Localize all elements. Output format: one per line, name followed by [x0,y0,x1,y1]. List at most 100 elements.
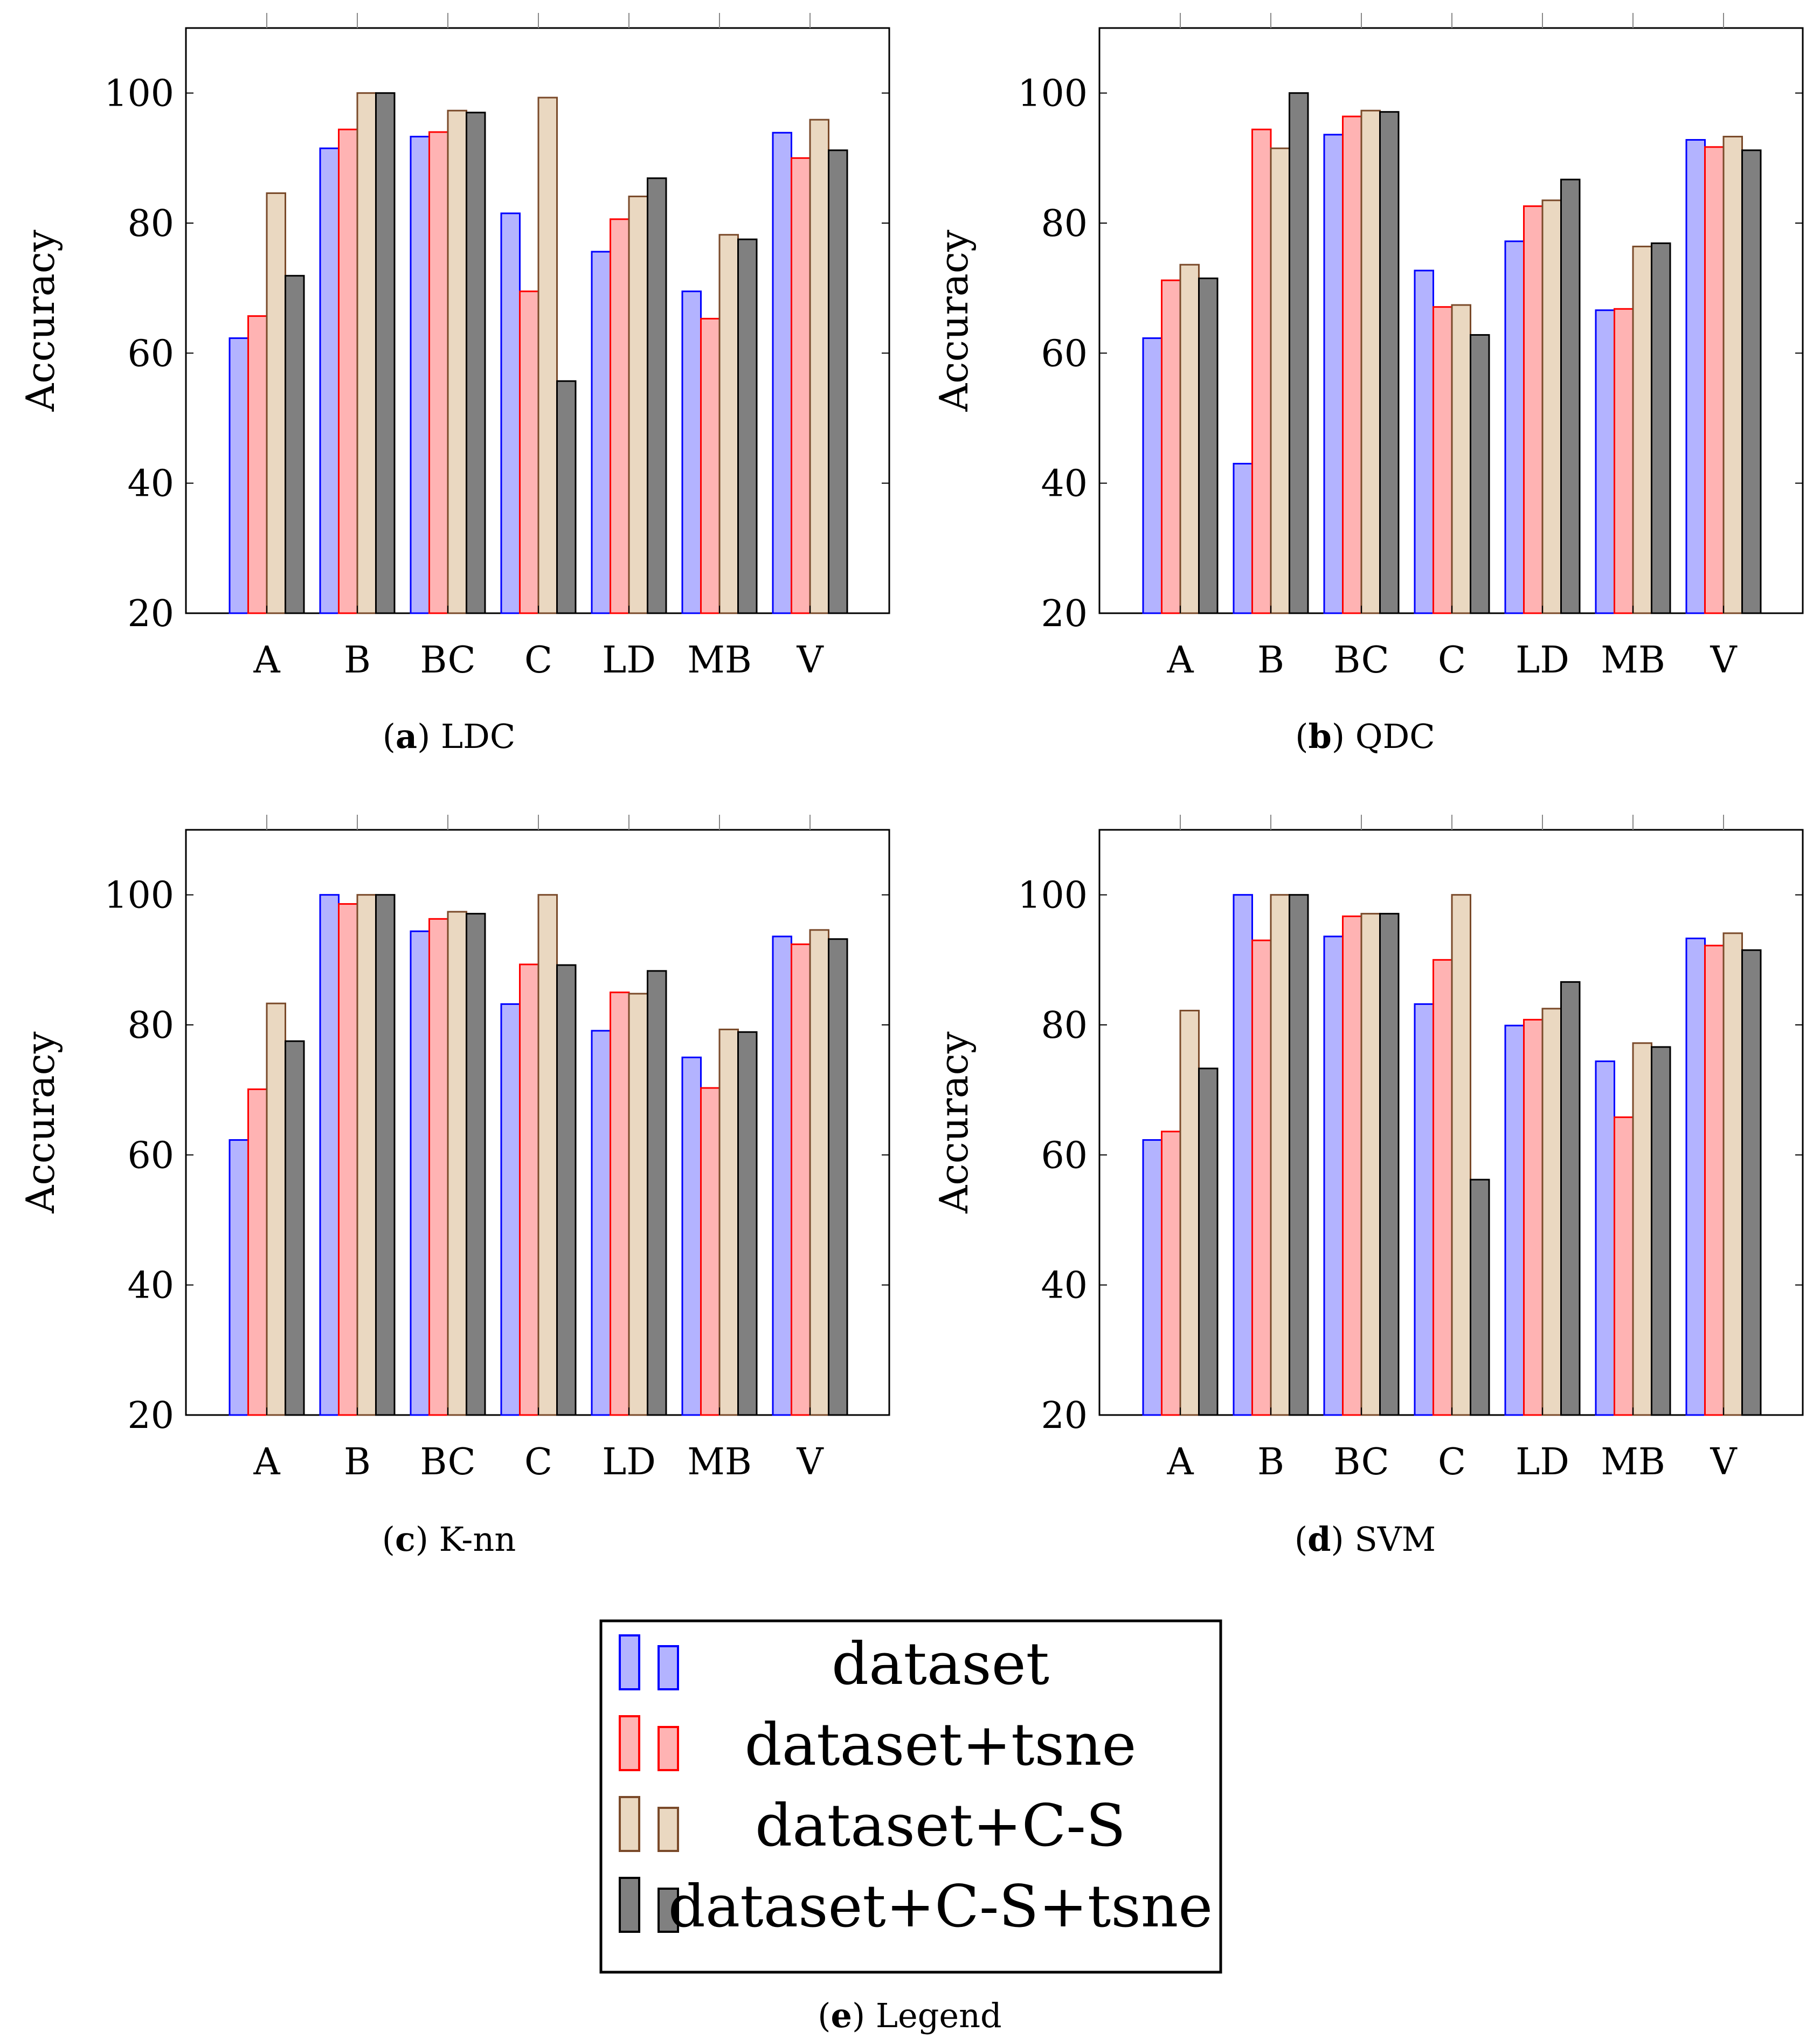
bar-dataset-tsne-mb [1614,308,1634,614]
bar-dataset-tsne-v [791,943,811,1416]
bar-dataset-tsne-a [247,315,268,614]
y-tick-label: 20 [1041,593,1088,635]
bar-dataset-tsne-ld [610,991,630,1416]
legend-label: dataset+tsne [745,1711,1137,1779]
legend-swatch-short [658,1726,679,1771]
bar-dataset-tsne-c [1433,959,1453,1416]
bar-dataset-bc [1323,935,1344,1416]
bar-dataset-tsne-c [1433,306,1453,614]
bar-dataset-c-s-tsne-bc [466,913,486,1416]
bar-dataset-c-s-tsne-bc [1379,111,1400,614]
x-tick-label: MB [1601,1441,1665,1483]
bar-dataset-tsne-a [1161,1131,1181,1416]
x-tick-label: B [1257,639,1284,682]
bar-dataset-c-s-mb [718,234,739,614]
bar-dataset-tsne-c [519,290,539,614]
y-tick-label: 20 [1041,1395,1088,1437]
x-tick-label: A [1166,1441,1194,1483]
bar-dataset-c-s-tsne-ld [647,970,667,1416]
y-tick-label: 40 [1041,463,1088,505]
bar-dataset-c-s-tsne-mb [1651,242,1671,614]
y-tick-label: 100 [1018,875,1088,917]
legend-swatch-tall [619,1796,640,1852]
bar-dataset-tsne-mb [700,1087,721,1416]
bar-dataset-c-s-tsne-b [1289,894,1309,1416]
legend-label: dataset+C-S [755,1792,1126,1860]
bar-dataset-c-s-tsne-ld [1560,981,1581,1416]
bar-dataset-v [772,935,792,1416]
bar-dataset-a [229,337,249,614]
bar-dataset-c-s-tsne-c [556,380,577,614]
x-tick-label: B [1257,1441,1284,1483]
bar-dataset-tsne-bc [1342,115,1362,614]
bar-dataset-tsne-b [338,128,358,614]
x-tick-label: LD [1515,1441,1569,1483]
x-tick-label: C [524,1441,552,1483]
bar-dataset-c-s-c [1451,304,1471,614]
bar-dataset-c-s-bc [447,109,467,614]
bar-dataset-c-s-tsne-c [1470,1178,1490,1416]
bar-dataset-c [500,1003,521,1416]
bar-dataset-c-s-a [266,1002,286,1416]
bar-dataset-c-s-mb [1632,245,1652,614]
y-tick-label: 40 [1041,1265,1088,1307]
x-tick-label: LD [602,639,656,682]
legend: dataset dataset+tsne dataset+C-S dataset+C-… [599,1619,1222,1974]
legend-swatch-short [658,1645,679,1690]
bar-dataset-c-s-tsne-bc [466,112,486,614]
bar-dataset-tsne-a [247,1088,268,1416]
bar-dataset-c-s-b [356,92,377,614]
bar-dataset-b [319,894,340,1416]
bar-dataset-c-s-tsne-ld [1560,178,1581,614]
y-tick-label: 100 [104,73,174,115]
x-tick-label: BC [420,639,475,682]
bar-dataset-c-s-tsne-v [828,149,848,614]
bar-dataset-v [772,131,792,614]
x-tick-label: C [524,639,552,682]
bar-dataset-c-s-v [809,119,829,614]
caption-a: (a) LDC [383,717,516,756]
bar-dataset-c-s-v [1722,932,1743,1416]
x-tick-label: V [796,1441,824,1483]
bar-dataset-c-s-bc [1360,109,1381,614]
bar-dataset-c-s-v [809,929,829,1416]
bar-dataset-c-s-b [1270,894,1290,1416]
bar-dataset-mb [681,290,702,614]
bar-dataset-c-s-tsne-mb [1651,1046,1671,1416]
bar-dataset-tsne-v [1704,146,1725,614]
chart-panel-knn: 20 40 60 80 100 A B BC C LD MB V Accuracy [18,815,890,1483]
bar-dataset-tsne-v [1704,945,1725,1416]
bar-dataset-mb [1595,309,1615,614]
y-tick-label: 100 [104,875,174,917]
bar-dataset-tsne-b [1251,939,1272,1416]
bar-dataset-ld [591,251,611,614]
bar-dataset-c-s-tsne-v [1741,149,1762,614]
y-tick-label: 60 [127,332,174,375]
legend-swatch-tall [619,1715,640,1771]
bar-dataset-c-s-a [1179,1009,1200,1416]
y-tick-label: 40 [127,463,174,505]
bar-dataset-tsne-b [1251,128,1272,614]
bar-dataset-a [1142,1139,1162,1416]
x-tick-label: B [344,639,371,682]
y-axis-label: Accuracy [931,1031,977,1214]
bar-dataset-v [1685,139,1706,614]
bar-dataset-c-s-tsne-mb [737,238,758,614]
bar-dataset-a [1142,337,1162,614]
bar-dataset-c-s-mb [1632,1042,1652,1416]
bar-dataset-tsne-bc [428,918,449,1416]
x-tick-label: MB [1601,639,1665,682]
x-tick-label: A [253,639,280,682]
bar-dataset-b [1233,462,1253,614]
bar-dataset-c-s-ld [1541,1008,1562,1416]
x-tick-label: C [1438,639,1466,682]
legend-swatch-tall [619,1877,640,1933]
x-tick-label: LD [602,1441,656,1483]
bar-dataset-c-s-tsne-a [285,1040,305,1416]
bar-dataset-tsne-ld [1523,1018,1544,1416]
bar-dataset-ld [1504,240,1525,614]
y-tick-label: 80 [1041,203,1088,245]
bar-dataset-c-s-mb [718,1028,739,1416]
bar-dataset-c [500,212,521,614]
